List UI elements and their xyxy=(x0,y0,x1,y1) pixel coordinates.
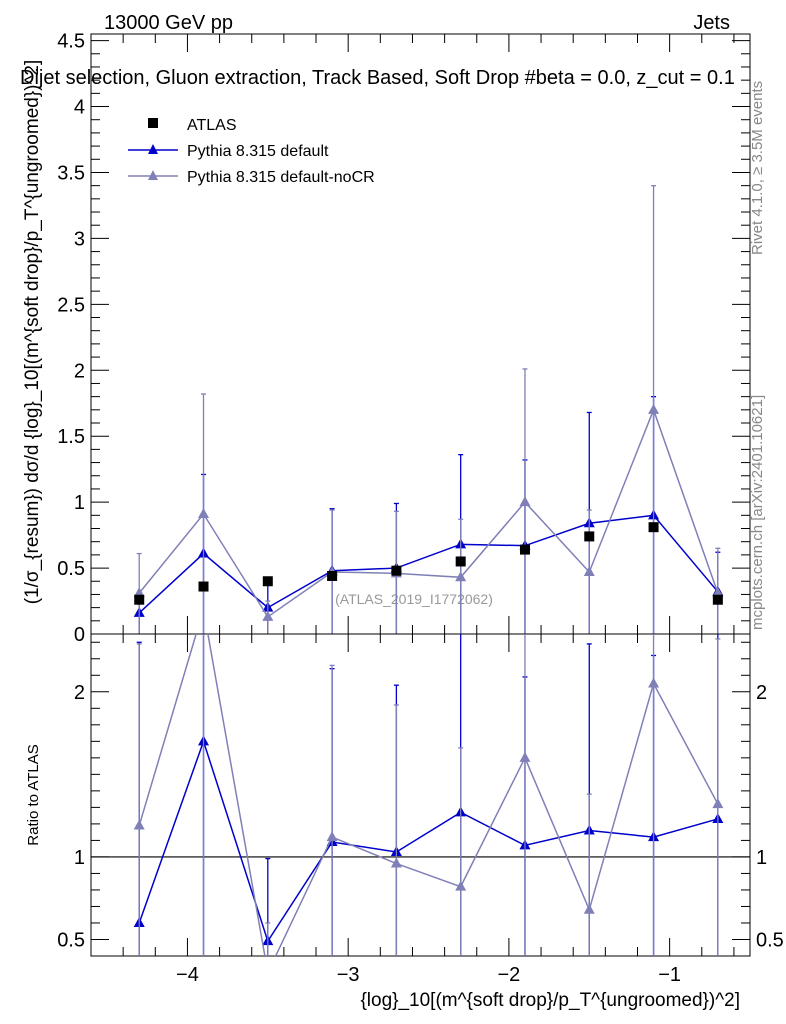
main-point-atlas xyxy=(584,531,595,542)
main-line-nocr xyxy=(138,407,719,618)
ratio-marker-nocr xyxy=(648,677,660,688)
main-marker-nocr xyxy=(519,496,531,507)
main-point-atlas xyxy=(712,594,723,605)
ratio-marker-nocr xyxy=(133,819,145,830)
ratio-line-default xyxy=(138,738,719,943)
main-ytick-label: 4 xyxy=(74,97,85,119)
main-point-atlas xyxy=(198,581,209,592)
ratio-line-nocr xyxy=(138,634,719,956)
header-jets: Jets xyxy=(693,12,730,34)
analysis-watermark: (ATLAS_2019_I1772062) xyxy=(335,591,493,607)
ratio-xlabel: {log}_10[(m^{soft drop}/p_T^{ungroomed})… xyxy=(360,990,740,1011)
main-point-atlas xyxy=(391,565,402,576)
main-point-atlas xyxy=(327,570,338,581)
ratio-panel: 0.5 0.5 1 1 2 2 −4 −3 −2 −1 xyxy=(57,633,784,986)
main-point-atlas xyxy=(134,594,145,605)
ratio-xtick-label: −1 xyxy=(658,964,681,986)
side-mcplots-label: mcplots.cern.ch [arXiv:2401.10621] xyxy=(749,395,766,630)
ratio-marker-nocr xyxy=(519,751,531,762)
ratio-ytick-label: 0.5 xyxy=(57,929,85,951)
legend-label-atlas: ATLAS xyxy=(187,117,237,134)
ratio-marker-nocr xyxy=(712,798,724,809)
main-marker-nocr xyxy=(262,610,274,621)
main-ytick-label: 2 xyxy=(74,360,85,382)
legend-marker-nocr xyxy=(148,170,158,180)
legend-marker-default xyxy=(148,144,158,154)
legend: ATLAS Pythia 8.315 default Pythia 8.315 … xyxy=(128,117,375,186)
main-ytick-label: 0.5 xyxy=(57,558,85,580)
ratio-ytick-label: 2 xyxy=(74,682,85,704)
ratio-marker-nocr xyxy=(583,903,595,914)
main-point-atlas xyxy=(455,556,466,567)
main-ytick-label: 4.5 xyxy=(57,31,85,53)
ratio-xtick-label: −3 xyxy=(337,964,360,986)
ratio-series-group xyxy=(133,634,724,977)
main-line-default xyxy=(138,514,719,614)
main-ytick-label: 1.5 xyxy=(57,426,85,448)
main-marker-nocr xyxy=(198,508,210,518)
side-rivet-label: Rivet 4.1.0, ≥ 3.5M events xyxy=(749,81,766,255)
ratio-xtick-label: −4 xyxy=(176,964,199,986)
ratio-marker-nocr xyxy=(455,880,467,891)
ratio-marker-nocr xyxy=(262,967,273,977)
main-point-atlas xyxy=(262,576,273,587)
ratio-xtick-label: −2 xyxy=(497,964,520,986)
main-ylabel: (1/σ_{resum}) dσ/d {log}_10[(m^{soft dro… xyxy=(22,60,43,605)
main-point-atlas xyxy=(519,544,530,555)
main-marker-nocr xyxy=(583,566,595,577)
ratio-ytick-label: 1 xyxy=(74,847,85,869)
main-ytick-label: 0 xyxy=(74,624,85,646)
main-ytick-label: 3 xyxy=(74,228,85,250)
header-energy: 13000 GeV pp xyxy=(104,12,233,34)
ratio-ytick-label-right: 2 xyxy=(756,682,767,704)
main-panel: 0 0.5 1 1.5 2 2.5 3 3.5 4 4.5 xyxy=(57,31,751,646)
main-point-atlas xyxy=(648,522,659,533)
main-ytick-label: 3.5 xyxy=(57,162,85,184)
main-marker-nocr xyxy=(455,571,467,582)
main-ytick-label: 1 xyxy=(74,492,85,514)
main-marker-nocr xyxy=(648,403,660,414)
main-marker-nocr xyxy=(133,587,145,598)
main-series-group xyxy=(133,184,724,634)
main-ytick-label: 2.5 xyxy=(57,294,85,316)
ratio-ylabel: Ratio to ATLAS xyxy=(25,744,42,845)
ratio-marker-nocr xyxy=(390,857,402,868)
legend-label-default: Pythia 8.315 default xyxy=(187,143,329,160)
ratio-frame xyxy=(90,633,751,957)
ratio-ytick-label-right: 0.5 xyxy=(756,929,784,951)
legend-marker-atlas xyxy=(148,118,158,128)
legend-label-nocr: Pythia 8.315 default-noCR xyxy=(187,169,375,186)
plot-title: Dijet selection, Gluon extraction, Track… xyxy=(20,67,735,89)
ratio-marker-nocr xyxy=(326,831,338,842)
main-marker-nocr xyxy=(712,587,724,598)
ratio-ytick-label-right: 1 xyxy=(756,847,767,869)
